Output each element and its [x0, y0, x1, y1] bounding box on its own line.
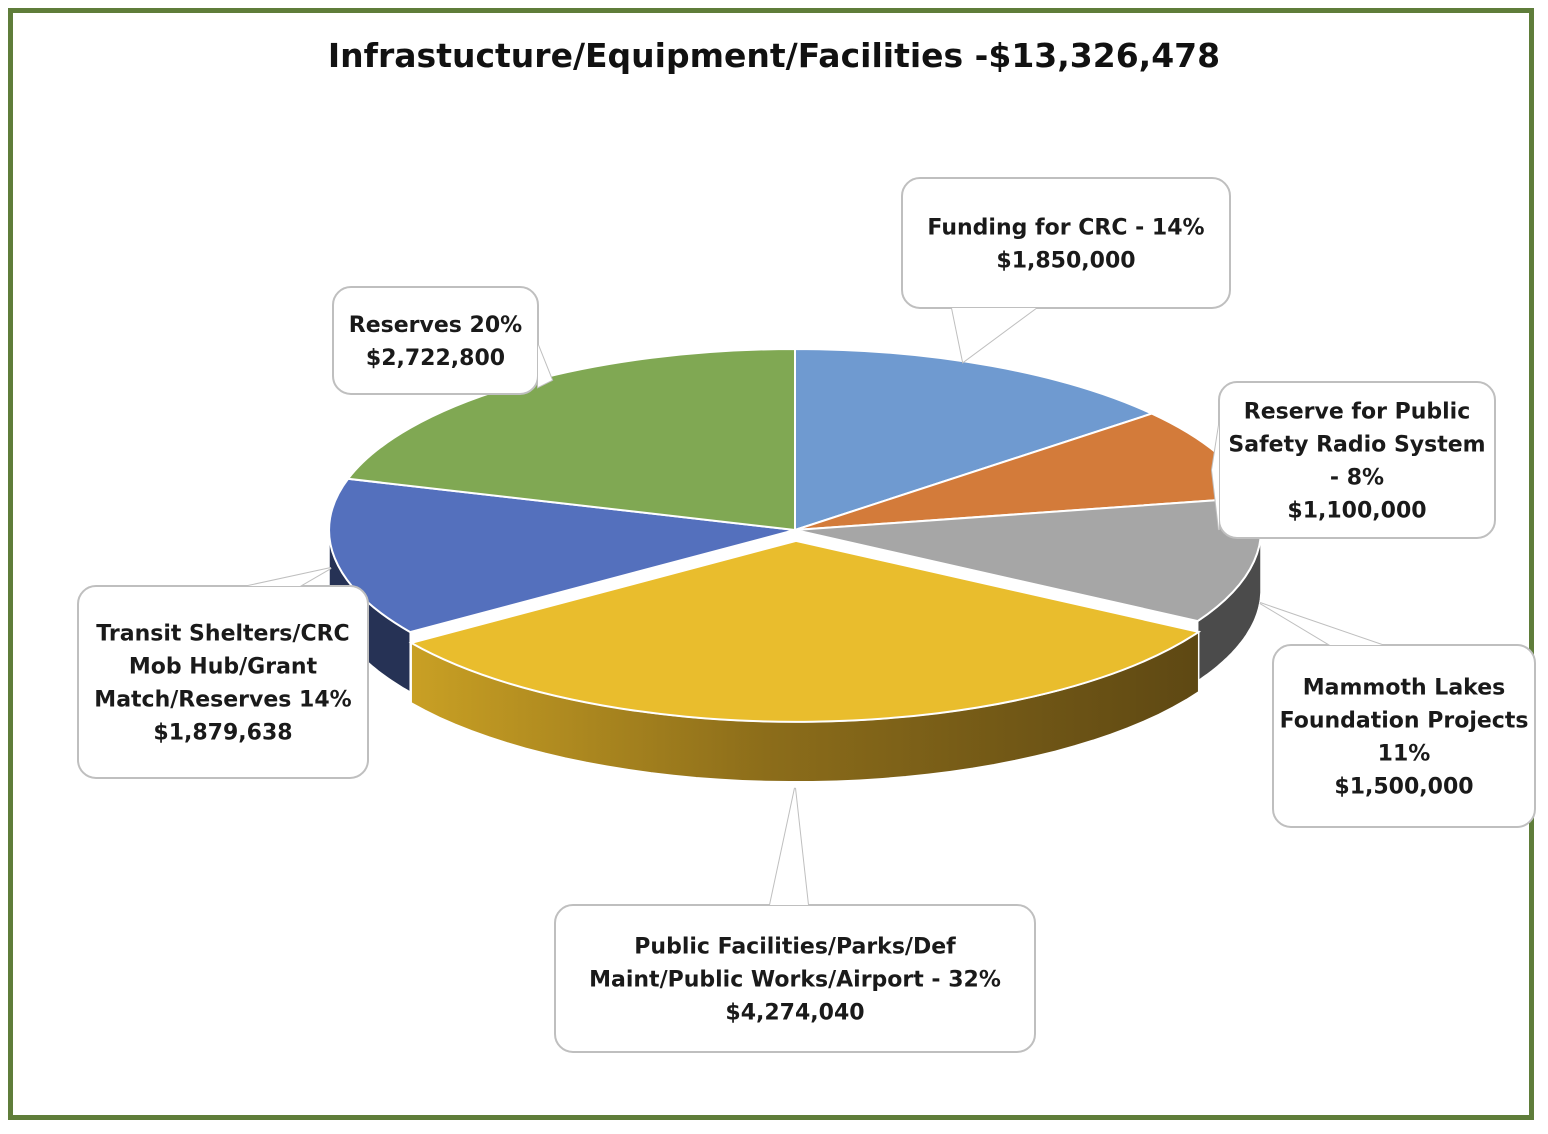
data-label-line: Maint/Public Works/Airport - 32%: [589, 968, 1001, 993]
data-label-4: Transit Shelters/CRC Mob Hub/Grant Match/R…: [77, 567, 369, 779]
data-label-line: Mammoth Lakes: [1303, 676, 1505, 701]
data-label-line: $1,100,000: [1287, 499, 1426, 524]
data-label-line: $1,500,000: [1334, 775, 1473, 800]
chart-title: Infrastucture/Equipment/Facilities -$13,…: [327, 36, 1221, 75]
data-label-0: Funding for CRC - 14% $1,850,000: [901, 177, 1231, 364]
data-label-line: Transit Shelters/CRC: [96, 622, 349, 647]
label-pointer-fill: [538, 345, 552, 387]
label-box: [901, 177, 1231, 309]
data-label-line: Reserves 20%: [349, 313, 522, 338]
data-label-line: Funding for CRC - 14%: [927, 216, 1204, 241]
data-label-line: Public Facilities/Parks/Def: [634, 935, 956, 960]
label-pointer-fill: [952, 308, 1036, 362]
data-label-line: Safety Radio System: [1228, 433, 1485, 458]
label-pointer-fill: [248, 568, 331, 586]
data-label-3: Public Facilities/Parks/Def Maint/Public …: [554, 787, 1036, 1053]
data-label-1: Reserve for Public Safety Radio System - 8…: [1210, 381, 1496, 539]
label-pointer-fill: [770, 788, 808, 905]
label-pointer-fill: [1212, 425, 1219, 530]
data-label-line: $2,722,800: [366, 346, 505, 371]
data-labels: Funding for CRC - 14% $1,850,000 Reserve f…: [77, 177, 1536, 1053]
data-label-line: $4,274,040: [725, 1001, 864, 1026]
data-label-line: $1,879,638: [153, 721, 292, 746]
label-pointer-fill: [1260, 603, 1382, 645]
data-label-line: - 8%: [1330, 466, 1384, 491]
slice-0: [794, 347, 1155, 532]
data-label-line: 11%: [1378, 742, 1431, 767]
slice-3: [408, 539, 1202, 723]
data-label-2: Mammoth Lakes Foundation Projects 11% $1,50…: [1259, 602, 1536, 828]
data-label-5: Reserves 20% $2,722,800: [332, 286, 554, 395]
label-box: [332, 286, 539, 395]
label-box: [1272, 644, 1536, 828]
data-label-line: $1,850,000: [996, 249, 1135, 274]
data-label-line: Reserve for Public: [1244, 400, 1471, 425]
data-label-line: Match/Reserves 14%: [94, 688, 351, 713]
pie-slices: [328, 347, 1263, 723]
label-box: [77, 585, 369, 779]
data-label-line: Foundation Projects: [1280, 709, 1529, 734]
data-label-line: Mob Hub/Grant: [129, 655, 318, 680]
